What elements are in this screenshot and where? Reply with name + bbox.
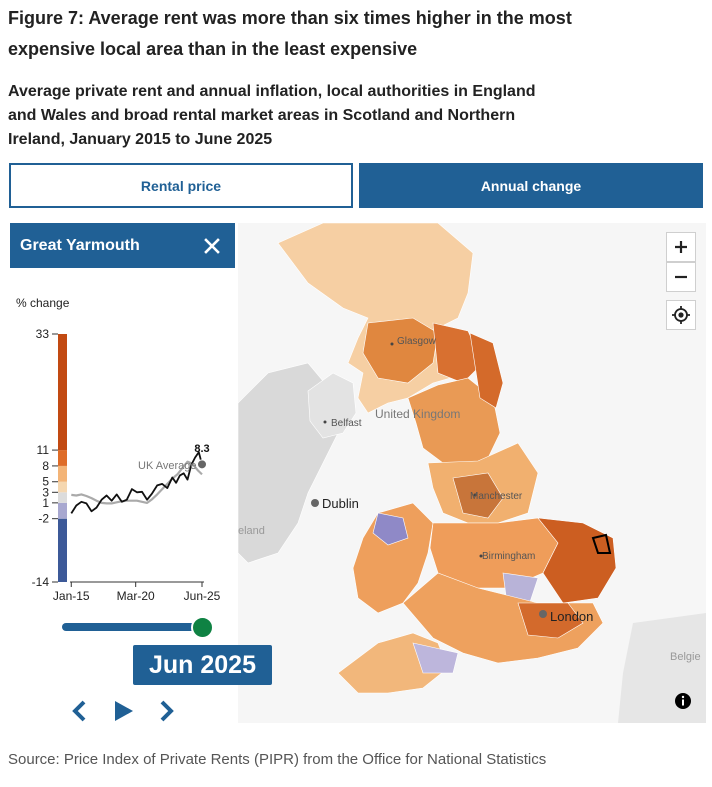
play-icon [115,701,133,721]
x-tick-label: Mar-20 [117,589,155,603]
map-label-belgium: Belgie [670,651,701,663]
zoom-out-button[interactable] [666,262,696,292]
x-tick-label: Jan-15 [53,589,90,603]
map-canvas[interactable] [238,223,706,723]
north-east-region [469,332,504,409]
south-region [402,572,604,664]
y-tick-label: 11 [37,443,50,457]
source-note: Source: Price Index of Private Rents (PI… [8,751,547,768]
plus-icon [675,241,687,253]
map-label-manchester: Manchester [470,491,523,502]
legend-band [58,334,67,451]
y-tick-label: 8 [42,459,49,473]
rent-map[interactable]: Glasgow United Kingdom Belfast Dublin el… [238,223,706,723]
next-button[interactable] [152,696,182,726]
legend-band [58,450,67,466]
date-slider-handle[interactable] [191,616,214,639]
info-icon[interactable] [674,692,692,710]
east-region [537,517,617,604]
annual-change-chart: % change 33 11 8 531 -2 -14 Jan-15 Mar-20 Jun-2… [16,296,221,603]
map-label-ireland: eland [238,525,265,537]
latest-point [197,459,207,470]
uk-average-label: UK Average [138,460,197,472]
scotland-central-region [362,317,439,384]
figure-title: Figure 7: Average rent was more than six… [8,8,572,59]
selected-area-panel: Great Yarmouth [10,223,235,268]
y-tick-label: 1 [42,496,49,510]
previous-button[interactable] [64,696,94,726]
great-yarmouth-outline [591,533,612,554]
date-slider[interactable] [62,623,200,631]
tab-annual-change[interactable]: Annual change [359,163,703,208]
y-tick-label: 5 [42,475,49,489]
wales-north-region [372,512,409,546]
map-label-glasgow: Glasgow [397,336,436,347]
chevron-left-icon [72,700,86,722]
manchester-region [452,472,504,519]
zoom-in-button[interactable] [666,232,696,262]
map-label-dublin: Dublin [322,496,359,511]
series-line-great-yarmouth [70,451,203,514]
current-date-label: Jun 2025 [133,645,272,685]
london-region [517,602,584,639]
map-label-london: London [550,609,594,624]
legend-band [58,518,67,582]
x-tick-label: Jun-25 [184,589,221,603]
y-tick-label: -14 [32,575,50,589]
y-tick-label: 3 [42,485,49,499]
figure-subtitle: Average private rent and annual inflatio… [8,83,536,148]
locate-icon [672,306,690,324]
series-line-uk-average [71,460,203,505]
legend-band [58,492,67,503]
close-icon[interactable] [201,235,223,257]
legend-band [58,502,67,519]
latest-value-label: 8.3 [194,443,209,455]
legend-band [58,481,67,493]
map-label-united-kingdom: United Kingdom [375,407,461,421]
play-button[interactable] [108,696,138,726]
map-label-birmingham: Birmingham [482,551,536,562]
south-west-inner-region [412,642,459,674]
map-label-belfast: Belfast [331,418,362,429]
y-tick-label: -2 [38,512,49,526]
selected-area-name: Great Yarmouth [20,236,140,254]
chevron-right-icon [160,700,174,722]
y-axis-label: % change [16,296,70,310]
minus-icon [675,275,687,279]
locate-button[interactable] [666,300,696,330]
northern-ireland-region [307,372,357,439]
legend-band [58,465,67,482]
tab-rental-price[interactable]: Rental price [9,163,353,208]
y-tick-label: 33 [36,327,50,341]
